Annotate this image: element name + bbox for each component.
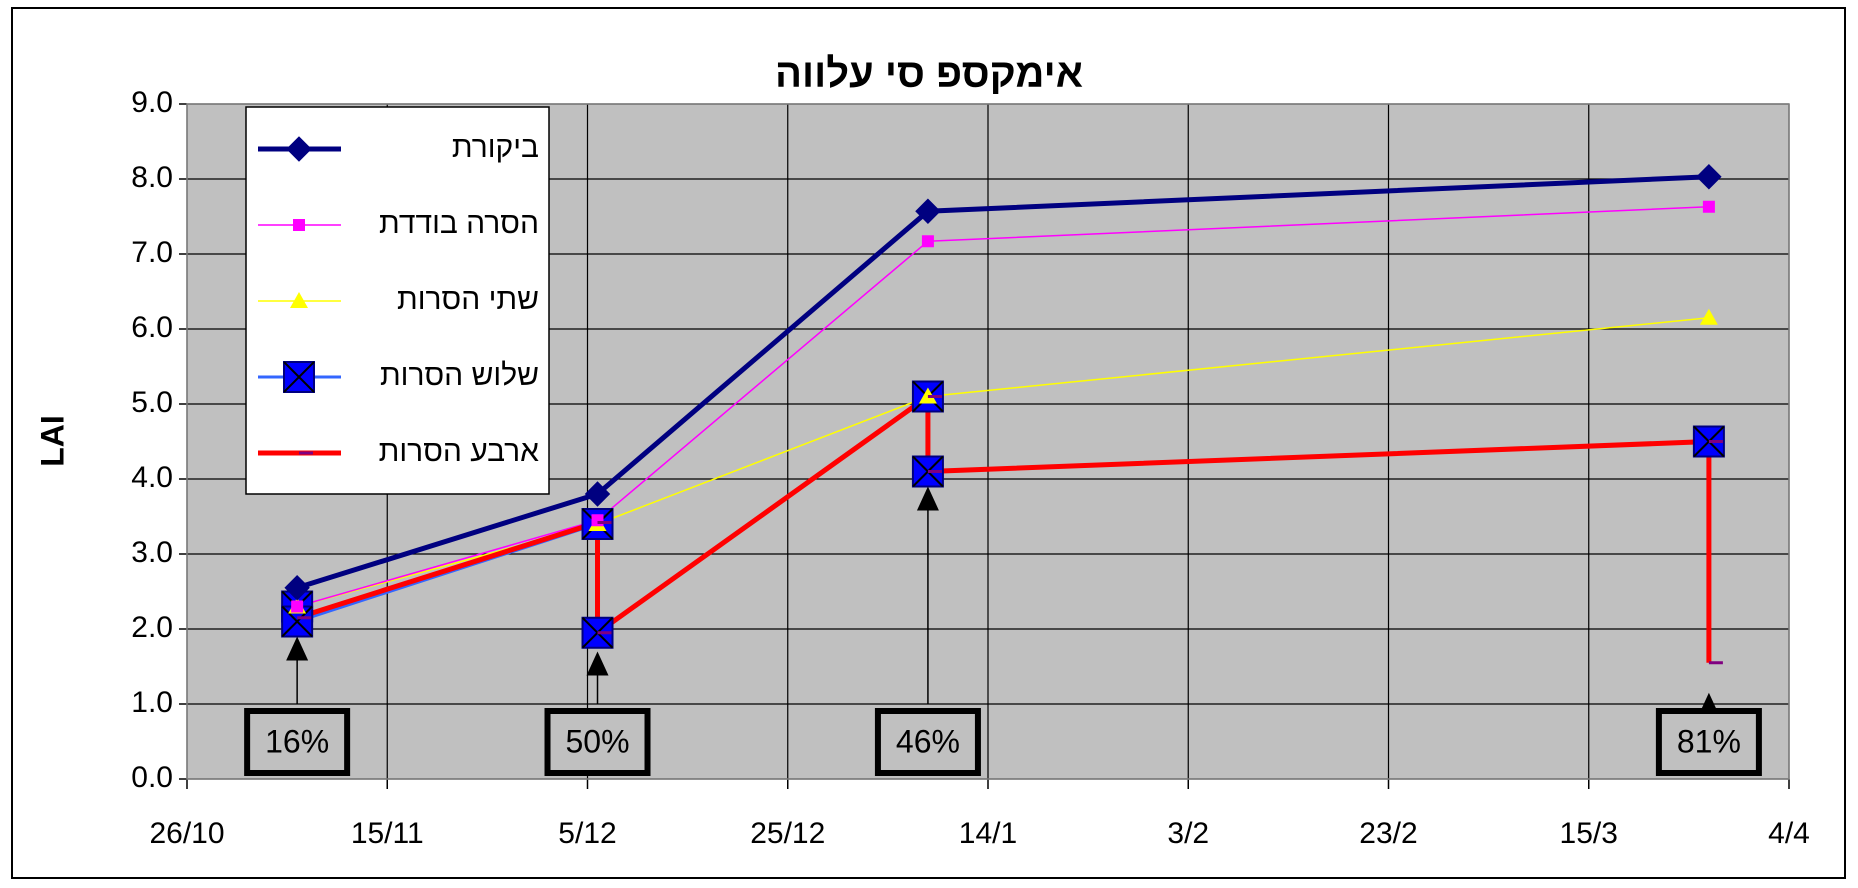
annotation-text: 46% bbox=[896, 723, 960, 759]
y-tick-label: 0.0 bbox=[131, 761, 173, 794]
y-tick-label: 7.0 bbox=[131, 236, 173, 269]
x-tick-label: 14/1 bbox=[959, 817, 1017, 850]
annotation-text: 50% bbox=[565, 723, 629, 759]
legend-label: ביקורת bbox=[452, 131, 539, 164]
y-axis-label: LAI bbox=[34, 415, 70, 467]
marker bbox=[584, 481, 611, 507]
marker bbox=[1702, 200, 1715, 213]
legend-label: שתי הסרות bbox=[397, 283, 539, 316]
y-tick-label: 8.0 bbox=[131, 161, 173, 194]
annotation-box bbox=[874, 708, 981, 776]
marker bbox=[591, 514, 604, 527]
annotation-box bbox=[1655, 708, 1762, 776]
marker bbox=[286, 136, 312, 162]
marker bbox=[293, 219, 305, 231]
y-tick-label: 5.0 bbox=[131, 386, 173, 419]
annotation-arrowhead bbox=[586, 651, 609, 676]
x-tick-label: 3/2 bbox=[1167, 817, 1209, 850]
y-tick-label: 4.0 bbox=[131, 461, 173, 494]
marker bbox=[291, 600, 304, 613]
marker bbox=[290, 292, 308, 308]
legend-label: שלוש הסרות bbox=[380, 359, 539, 392]
annotation-box bbox=[544, 708, 651, 776]
x-tick-label: 5/12 bbox=[558, 817, 616, 850]
plot-border bbox=[186, 103, 1790, 780]
annotation-text: 81% bbox=[1677, 723, 1741, 759]
y-tick-label: 6.0 bbox=[131, 311, 173, 344]
chart-title: אימקספ סי עלווה bbox=[775, 52, 1083, 96]
annotation-box bbox=[244, 708, 351, 776]
marker-cross bbox=[281, 605, 313, 638]
legend-label: ארבע הסרות bbox=[379, 435, 540, 468]
x-tick-label: 15/3 bbox=[1560, 817, 1618, 850]
y-tick-label: 9.0 bbox=[131, 86, 173, 119]
annotation-arrowhead bbox=[916, 486, 939, 511]
x-tick-label: 23/2 bbox=[1359, 817, 1417, 850]
x-tick-label: 15/11 bbox=[351, 817, 424, 850]
marker bbox=[283, 361, 315, 393]
x-tick-label: 4/4 bbox=[1768, 817, 1810, 850]
marker bbox=[921, 235, 934, 248]
y-tick-label: 3.0 bbox=[131, 536, 173, 569]
x-tick-label: 26/10 bbox=[149, 817, 224, 850]
marker bbox=[1696, 164, 1722, 190]
marker bbox=[915, 198, 941, 224]
annotation-text: 16% bbox=[265, 723, 329, 759]
marker-cross bbox=[283, 361, 315, 393]
marker bbox=[284, 575, 310, 601]
legend: ביקורת הסרה בודדת שתי הסרות שלוש הסרות ארבע … bbox=[245, 106, 550, 495]
series-line bbox=[296, 174, 1710, 591]
marker bbox=[1699, 308, 1718, 325]
y-tick-label: 1.0 bbox=[131, 686, 173, 719]
series-line bbox=[296, 206, 1709, 608]
y-tick-label: 2.0 bbox=[131, 611, 173, 644]
series-line bbox=[296, 317, 1709, 608]
legend-label: הסרה בודדת bbox=[379, 207, 539, 240]
annotation-arrowhead bbox=[286, 636, 309, 661]
x-tick-label: 25/12 bbox=[750, 817, 825, 850]
